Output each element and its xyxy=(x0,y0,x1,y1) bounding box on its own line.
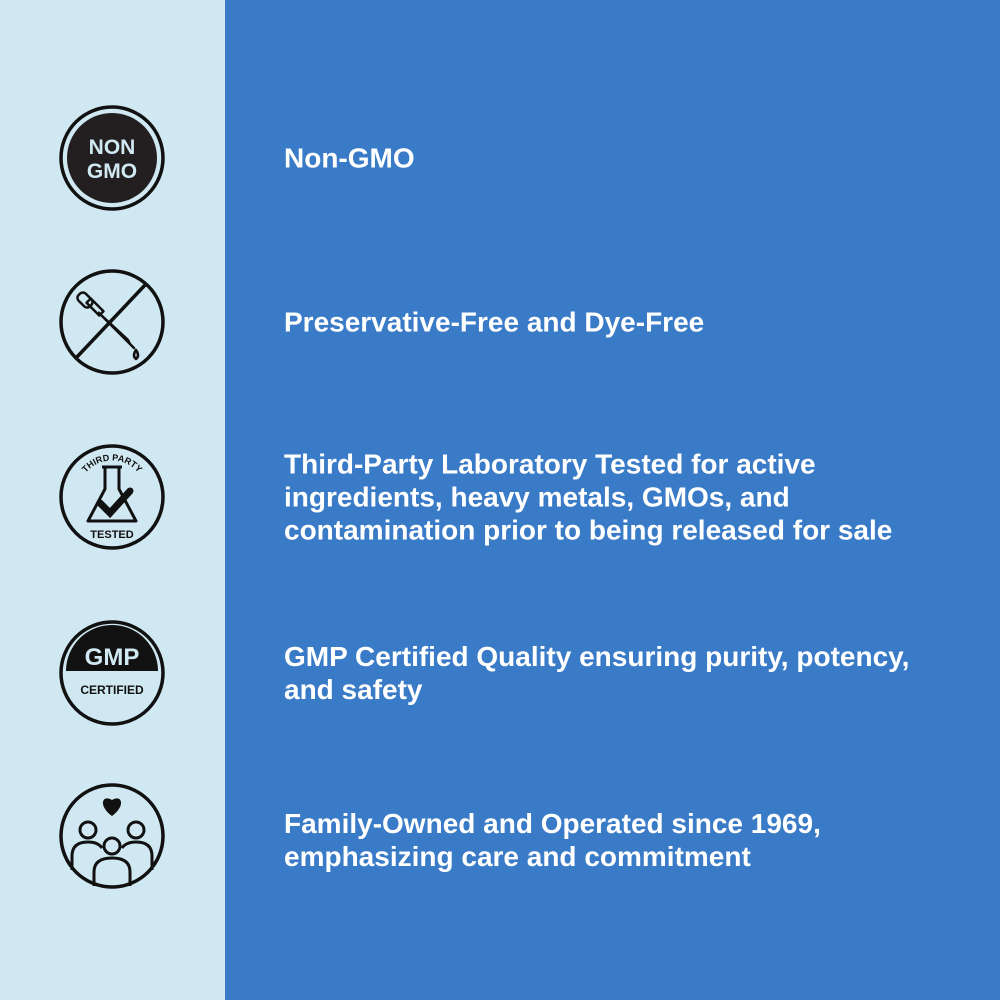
family-heart-icon xyxy=(59,783,165,889)
feature-family-owned: Family-Owned and Operated since 1969, em… xyxy=(284,808,821,872)
gmp-certified-icon: GMP CERTIFIED xyxy=(59,620,165,726)
third-party-tested-icon: THIRD PARTY TESTED xyxy=(59,444,165,550)
svg-text:GMO: GMO xyxy=(87,160,137,183)
svg-text:THIRD PARTY: THIRD PARTY xyxy=(80,452,144,474)
feature-gmp-certified: GMP Certified Quality ensuring purity, p… xyxy=(284,641,910,705)
feature-non-gmo: Non-GMO xyxy=(284,142,415,174)
svg-text:CERTIFIED: CERTIFIED xyxy=(80,683,144,697)
no-dropper-icon xyxy=(59,269,165,375)
svg-text:GMP: GMP xyxy=(85,644,140,671)
feature-preservative-free: Preservative-Free and Dye-Free xyxy=(284,306,705,338)
feature-panel xyxy=(225,0,1000,1000)
non-gmo-badge-icon: NON GMO xyxy=(59,105,165,211)
svg-text:TESTED: TESTED xyxy=(90,529,133,541)
svg-text:NON: NON xyxy=(89,136,136,159)
feature-third-party-tested: Third-Party Laboratory Tested for active… xyxy=(284,448,893,546)
